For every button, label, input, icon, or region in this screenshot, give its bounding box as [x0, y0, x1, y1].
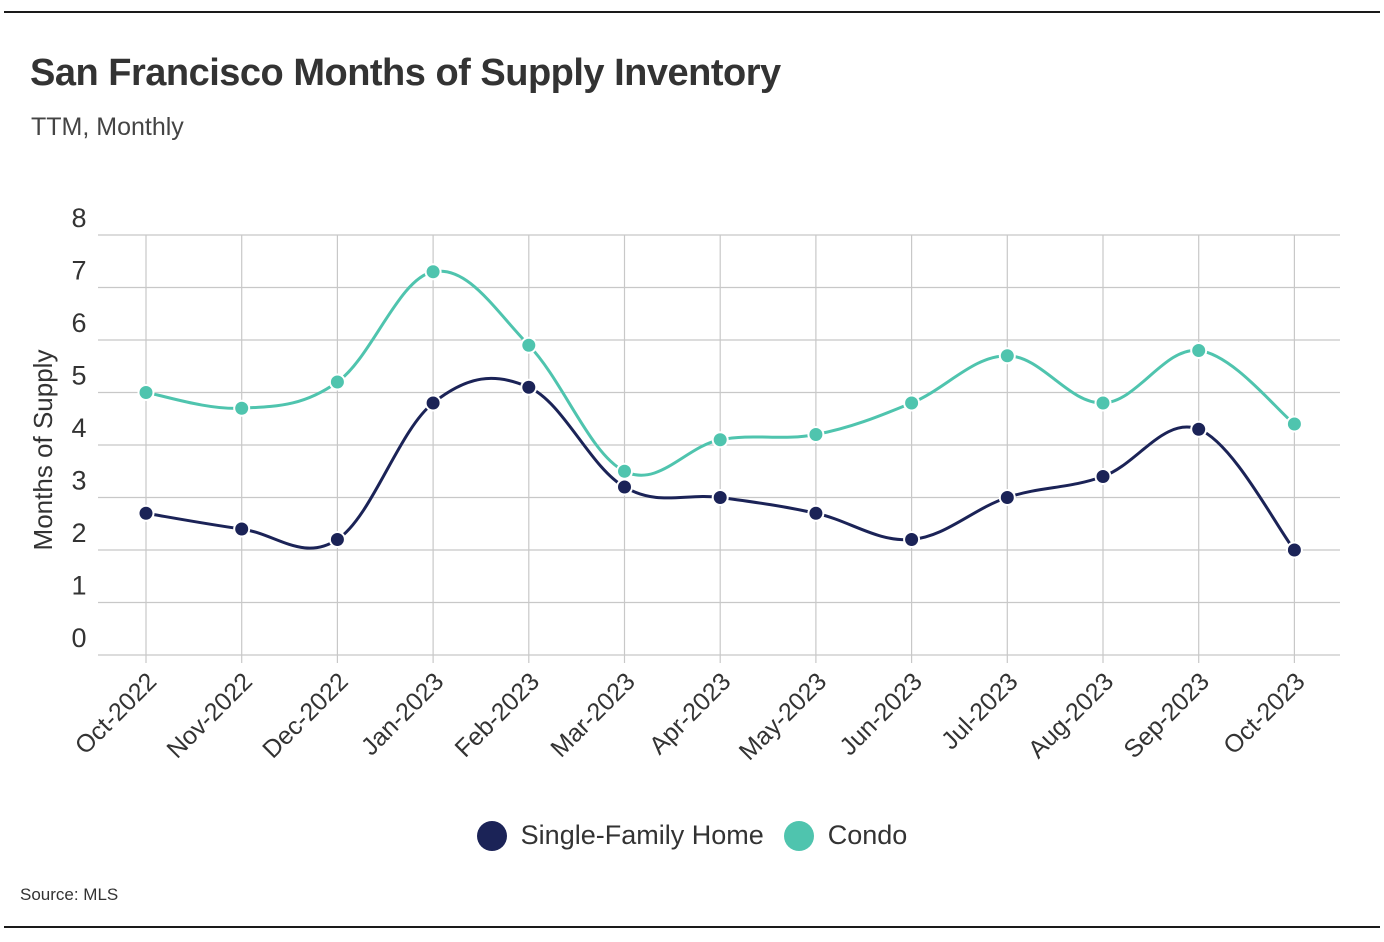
- data-point-single-family: [807, 504, 825, 522]
- legend-label-single-family: Single-Family Home: [520, 820, 764, 850]
- data-point-single-family: [520, 378, 538, 396]
- data-point-condo: [998, 347, 1016, 365]
- y-tick-label: 8: [71, 203, 86, 233]
- legend: Single-Family Home Condo: [0, 820, 1384, 851]
- data-point-single-family: [424, 394, 442, 412]
- x-tick-label: May-2023: [734, 667, 832, 765]
- y-tick-label: 0: [71, 623, 86, 653]
- data-point-condo: [807, 426, 825, 443]
- x-tick-label: Jul-2023: [936, 667, 1024, 755]
- data-point-single-family: [1190, 420, 1208, 438]
- data-point-condo: [1285, 415, 1303, 433]
- legend-item-condo[interactable]: Condo: [783, 820, 908, 851]
- y-tick-label: 5: [71, 361, 86, 391]
- y-tick-label: 2: [71, 518, 86, 548]
- data-point-single-family: [233, 520, 251, 538]
- x-tick-label: Mar-2023: [545, 667, 640, 762]
- data-point-condo: [520, 336, 538, 354]
- x-tick-label: Oct-2022: [70, 667, 163, 760]
- x-tick-label: Jun-2023: [834, 667, 928, 761]
- x-tick-label: Oct-2023: [1218, 667, 1311, 760]
- data-point-condo: [903, 394, 921, 412]
- data-point-single-family: [328, 531, 346, 548]
- x-tick-label: Nov-2022: [161, 667, 257, 763]
- legend-swatch-condo: [783, 820, 814, 851]
- data-point-single-family: [1094, 468, 1112, 485]
- y-tick-label: 1: [71, 571, 86, 601]
- source-note: Source: MLS: [20, 885, 119, 904]
- x-tick-label: Jan-2023: [356, 667, 450, 761]
- data-point-condo: [616, 462, 633, 480]
- data-point-condo: [328, 373, 346, 391]
- data-point-condo: [1190, 342, 1208, 359]
- data-point-single-family: [616, 478, 633, 496]
- x-tick-label: Apr-2023: [644, 667, 737, 760]
- top-rule: [4, 11, 1380, 13]
- bottom-rule: [4, 926, 1380, 928]
- data-point-condo: [137, 384, 155, 401]
- legend-item-single-family[interactable]: Single-Family Home: [476, 820, 764, 851]
- legend-swatch-single-family: [476, 820, 507, 851]
- y-axis-title: Months of Supply: [28, 350, 58, 551]
- x-tick-label: Sep-2023: [1118, 667, 1214, 763]
- chart-title: San Francisco Months of Supply Inventory: [30, 52, 781, 94]
- x-tick-label: Feb-2023: [450, 667, 545, 762]
- data-point-condo: [1094, 394, 1112, 412]
- data-point-single-family: [711, 489, 729, 506]
- y-tick-label: 6: [71, 308, 86, 338]
- y-tick-label: 3: [71, 466, 86, 496]
- y-tick-label: 7: [71, 256, 86, 286]
- data-point-single-family: [903, 531, 921, 548]
- data-point-single-family: [1285, 541, 1303, 559]
- data-point-condo: [424, 263, 442, 281]
- data-point-single-family: [137, 504, 155, 522]
- legend-label-condo: Condo: [827, 820, 908, 850]
- data-point-condo: [233, 399, 251, 417]
- line-chart: 0 1 2 3 4 5 6 7 8 Oct-2022 Nov-2022 Dec-2022 Jan-202…: [28, 203, 1340, 766]
- x-tick-label: Dec-2022: [257, 667, 353, 763]
- chart-subtitle: TTM, Monthly: [31, 113, 184, 141]
- x-tick-label: Aug-2023: [1023, 667, 1119, 763]
- y-tick-label: 4: [71, 413, 86, 443]
- data-point-single-family: [998, 489, 1016, 506]
- data-point-condo: [711, 431, 729, 449]
